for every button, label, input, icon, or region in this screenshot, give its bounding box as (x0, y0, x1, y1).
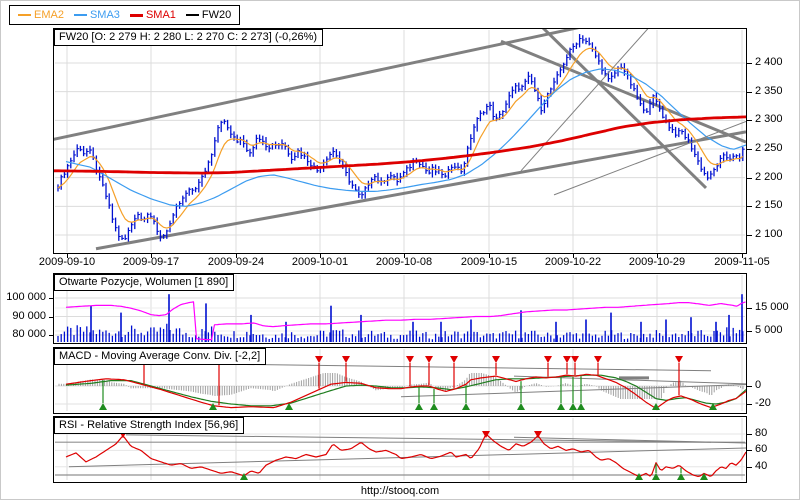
axis-tick (747, 206, 752, 207)
macd-panel-title: MACD - Moving Average Conv. Div. [-2,2] (54, 348, 267, 365)
sma1-line-swatch (129, 13, 143, 17)
price-tick-label: 2 400 (755, 56, 783, 68)
fw20-line-swatch (185, 14, 199, 16)
axis-tick (747, 308, 752, 309)
date-tick-label: 2009-09-24 (207, 256, 265, 268)
axis-tick (747, 149, 752, 150)
legend-item-sma1: SMA1 (129, 9, 176, 21)
macd-tick-label: -20 (755, 397, 771, 409)
legend-label-sma3: SMA3 (89, 9, 120, 21)
sma3-line-swatch (73, 14, 87, 16)
date-tick-label: 2009-10-15 (460, 256, 518, 268)
ema2-line-swatch (18, 14, 31, 16)
price-tick-label: 2 100 (755, 227, 783, 240)
date-tick-label: 2009-09-10 (38, 256, 96, 268)
axis-tick (67, 254, 68, 258)
open-positions-tick-label: 100 000 (6, 291, 46, 303)
axis-tick (747, 467, 752, 468)
rsi-tick-label: 40 (755, 459, 768, 472)
macd-tick-label: 0 (755, 379, 762, 391)
volume-tick-label: 5 000 (755, 324, 783, 336)
legend-label-sma1: SMA1 (145, 9, 176, 21)
price-chart-panel: FW20 [O: 2 279 H: 2 280 L: 2 270 C: 2 27… (53, 28, 747, 254)
price-chart-title: FW20 [O: 2 279 H: 2 280 L: 2 270 C: 2 27… (54, 29, 324, 46)
axis-tick (151, 254, 152, 258)
date-tick-label: 2009-10-08 (375, 256, 433, 268)
axis-tick (657, 254, 658, 258)
price-tick-label: 2 250 (755, 141, 783, 154)
price-tick-label: 2 350 (755, 84, 783, 97)
rsi-chart-svg (55, 418, 746, 480)
legend-item-sma3: SMA3 (73, 9, 120, 21)
axis-tick (747, 178, 752, 179)
price-chart-svg (54, 29, 746, 252)
open-positions-tick-label: 90 000 (12, 309, 46, 322)
axis-tick (49, 335, 54, 336)
date-tick-label: 2009-10-29 (628, 256, 686, 268)
axis-tick (49, 298, 54, 299)
source-url: http://stooq.com (360, 485, 440, 497)
axis-tick (747, 92, 752, 93)
price-tick-label: 2 150 (755, 199, 783, 212)
axis-tick (236, 254, 237, 258)
axis-tick (747, 63, 752, 64)
rsi-panel-title: RSI - Relative Strength Index [56,96] (54, 417, 245, 434)
chart-legend: EMA2 SMA3 SMA1 FW20 (9, 5, 241, 25)
rsi-tick-label: 80 (755, 427, 768, 439)
axis-tick (320, 254, 321, 258)
price-tick-label: 2 200 (755, 170, 783, 183)
axis-tick (747, 404, 752, 405)
axis-tick (49, 317, 54, 318)
axis-tick (747, 331, 752, 332)
date-tick-label: 2009-10-01 (291, 256, 349, 268)
legend-label-ema2: EMA2 (34, 9, 64, 21)
volume-panel-title: Otwarte Pozycje, Wolumen [1 890] (54, 274, 235, 291)
date-tick-label: 2009-09-17 (122, 256, 180, 268)
volume-panel: Otwarte Pozycje, Wolumen [1 890] (53, 273, 747, 344)
legend-item-ema2: EMA2 (18, 9, 64, 21)
open-positions-tick-label: 80 000 (12, 328, 46, 340)
axis-tick (489, 254, 490, 258)
axis-tick (747, 434, 752, 435)
legend-item-fw20: FW20 (185, 9, 232, 21)
date-tick-label: 2009-11-05 (714, 256, 770, 268)
axis-tick (573, 254, 574, 258)
rsi-tick-label: 60 (755, 443, 768, 456)
axis-tick (747, 120, 752, 121)
axis-tick (747, 235, 752, 236)
axis-tick (747, 450, 752, 451)
axis-tick (742, 254, 743, 258)
axis-tick (404, 254, 405, 258)
legend-label-fw20: FW20 (201, 9, 232, 21)
volume-tick-label: 15 000 (755, 301, 789, 313)
rsi-panel: RSI - Relative Strength Index [56,96] (53, 416, 747, 483)
price-tick-label: 2 300 (755, 113, 783, 126)
macd-panel: MACD - Moving Average Conv. Div. [-2,2] (53, 347, 747, 414)
axis-tick (747, 386, 752, 387)
date-tick-label: 2009-10-22 (544, 256, 602, 268)
